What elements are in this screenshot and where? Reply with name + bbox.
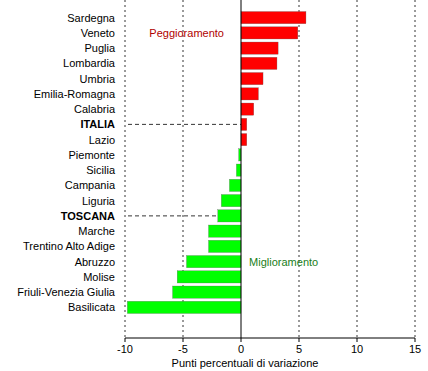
category-label: Lombardia	[63, 57, 116, 69]
tick	[415, 338, 416, 342]
tick-label: 5	[296, 343, 302, 355]
category-label: Friuli-Venezia Giulia	[17, 286, 116, 298]
category-label: Emilia-Romagna	[34, 88, 116, 100]
tick	[183, 338, 184, 342]
category-label: Sardegna	[67, 12, 116, 24]
bar	[186, 256, 241, 268]
bar	[241, 42, 278, 54]
grid-line	[357, 0, 358, 338]
annotation: Peggioramento	[149, 27, 224, 39]
bar	[218, 210, 241, 222]
category-label: Basilicata	[68, 301, 116, 313]
category-label: Sicilia	[86, 164, 116, 176]
category-label: Trentino Alto Adige	[23, 240, 115, 252]
tick	[241, 338, 242, 342]
grid-line	[299, 0, 300, 338]
bar	[241, 103, 254, 115]
bar	[229, 179, 241, 191]
bar	[241, 134, 247, 146]
zero-line	[241, 0, 242, 338]
category-label: Abruzzo	[75, 256, 115, 268]
category-label: Umbria	[80, 73, 116, 85]
grid-line	[125, 0, 126, 338]
bar	[241, 88, 258, 100]
x-axis-label: Punti percentuali di variazione	[172, 357, 319, 369]
category-label: Veneto	[81, 27, 115, 39]
bar	[241, 27, 298, 39]
category-label: Marche	[78, 225, 115, 237]
category-label: Campania	[65, 179, 116, 191]
category-label: Calabria	[74, 103, 116, 115]
category-label: Piemonte	[69, 149, 115, 161]
chart: Sardegna Veneto Puglia Lombardia Umbria Emili…	[0, 0, 428, 371]
leader-line	[128, 215, 218, 216]
category-label: Puglia	[84, 42, 115, 54]
tick-label: 15	[409, 343, 421, 355]
bar	[236, 164, 241, 176]
bar	[241, 118, 247, 130]
bar	[241, 73, 263, 85]
bar	[209, 240, 241, 252]
category-label: Liguria	[82, 195, 116, 207]
leader-line	[128, 124, 241, 125]
grid-line	[415, 0, 416, 338]
bar	[173, 286, 241, 298]
tick-label: -10	[117, 343, 133, 355]
tick	[357, 338, 358, 342]
bars	[127, 12, 306, 314]
bar	[127, 301, 241, 313]
tick-label: -5	[178, 343, 188, 355]
category-label: Molise	[83, 271, 115, 283]
bar	[241, 57, 277, 69]
tick-label: 10	[351, 343, 363, 355]
bar	[209, 225, 241, 237]
bar	[221, 195, 241, 207]
category-label: ITALIA	[80, 118, 115, 130]
tick-label: 0	[238, 343, 244, 355]
annotation: Miglioramento	[249, 256, 318, 268]
x-axis	[125, 338, 415, 339]
bar	[241, 12, 306, 24]
tick	[299, 338, 300, 342]
category-label: TOSCANA	[61, 210, 115, 222]
tick	[125, 338, 126, 342]
category-label: Lazio	[89, 134, 115, 146]
bar	[177, 271, 241, 283]
